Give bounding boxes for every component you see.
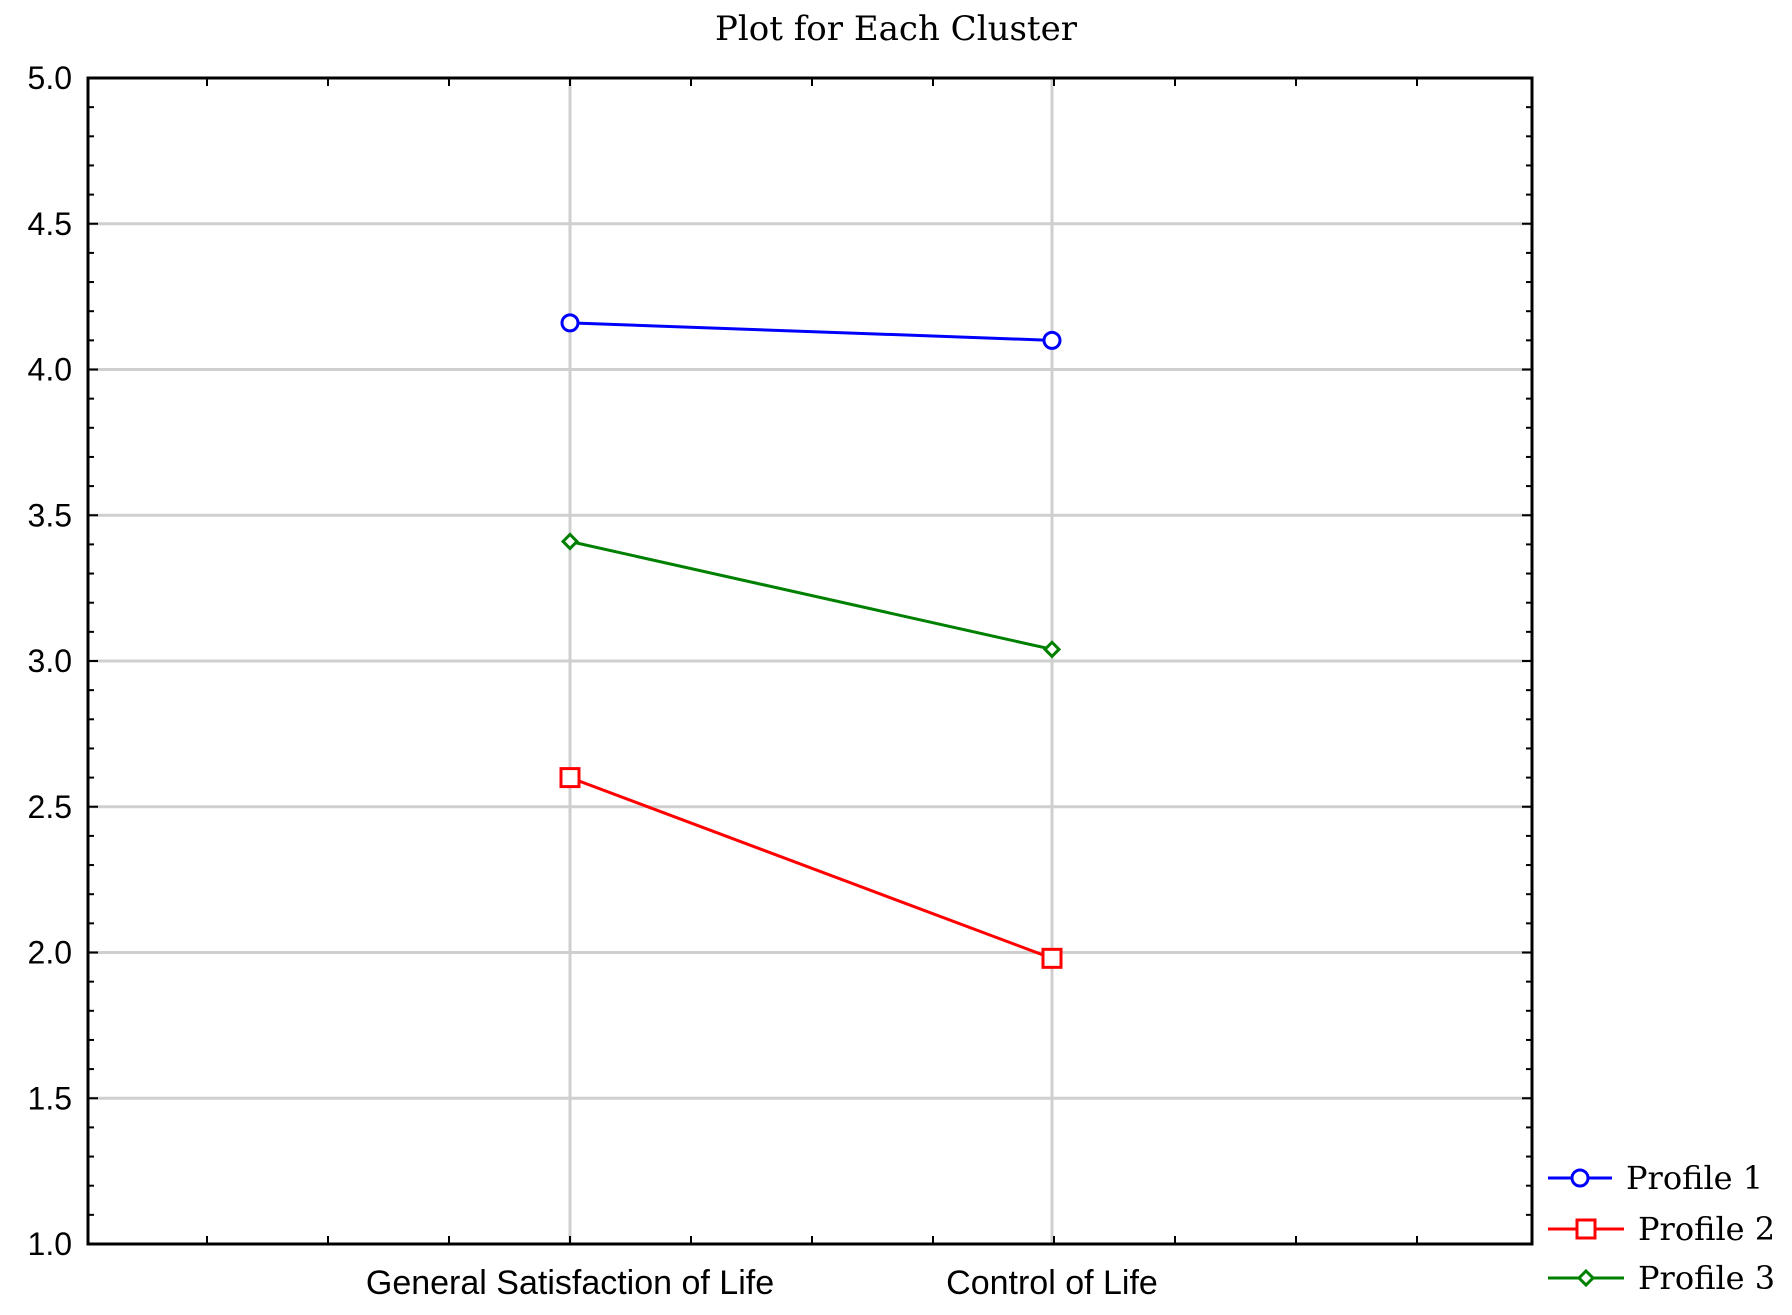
chart-title: Plot for Each Cluster: [715, 9, 1078, 49]
legend-label-1: Profile 1: [1626, 1159, 1763, 1197]
series-1: [560, 313, 1062, 350]
data-point-3-1: [560, 532, 580, 551]
y-tick-label-5: 3.5: [28, 497, 72, 533]
x-axis-ticks: General Satisfaction of Life Control of L…: [366, 1264, 1158, 1302]
data-point-2-1: [559, 767, 581, 789]
y-tick-label-4: 3.0: [28, 643, 72, 679]
legend-item-2: Profile 2: [1548, 1210, 1775, 1248]
y-tick-label-8: 5.0: [28, 60, 72, 96]
grid: [88, 78, 1532, 1244]
legend-marker-diamond: [1576, 1268, 1596, 1288]
legend-item-1: Profile 1: [1548, 1159, 1763, 1197]
series-line-3: [569, 540, 1053, 651]
legend-item-3: Profile 3: [1548, 1259, 1775, 1297]
minor-ticks: [88, 77, 1532, 1245]
data-point-1-2: [1042, 330, 1062, 350]
series-line-1: [569, 321, 1053, 342]
data-point-3-2: [1042, 640, 1062, 659]
legend: Profile 1 Profile 2 Profile 3: [1548, 1159, 1775, 1297]
legend-marker-circle: [1570, 1168, 1590, 1188]
y-tick-label-7: 4.5: [28, 206, 72, 242]
y-tick-label-1: 1.5: [28, 1080, 72, 1116]
y-tick-label-3: 2.5: [28, 789, 72, 825]
data-point-2-2: [1041, 947, 1063, 969]
y-axis-ticks: 1.0 1.5 2.0 2.5 3.0 3.5 4.0 4.5 5.0: [28, 60, 72, 1262]
x-tick-label-1: Control of Life: [946, 1264, 1158, 1302]
y-tick-label-2: 2.0: [28, 935, 72, 971]
series-2: [559, 767, 1063, 969]
legend-label-2: Profile 2: [1638, 1210, 1775, 1248]
series-line-2: [569, 776, 1053, 960]
series-3: [560, 532, 1062, 659]
x-tick-label-0: General Satisfaction of Life: [366, 1264, 774, 1302]
legend-marker-square: [1575, 1218, 1597, 1240]
legend-label-3: Profile 3: [1638, 1259, 1775, 1297]
y-tick-label-0: 1.0: [28, 1226, 72, 1262]
data-point-1-1: [560, 313, 580, 333]
y-tick-label-6: 4.0: [28, 352, 72, 388]
series-group: [559, 313, 1063, 969]
